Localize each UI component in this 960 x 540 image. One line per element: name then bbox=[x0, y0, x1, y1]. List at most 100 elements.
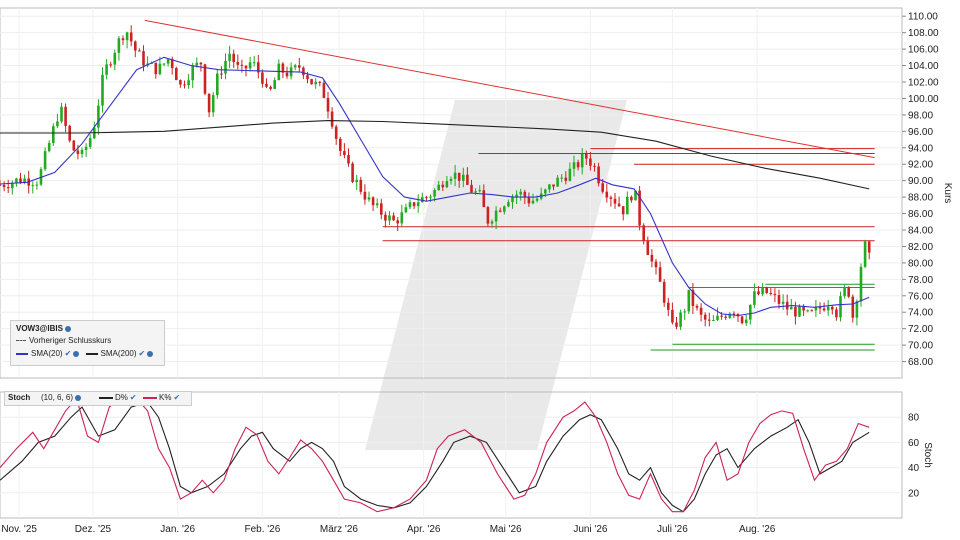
candle-body bbox=[56, 121, 59, 127]
candle-body bbox=[765, 287, 768, 293]
candle-body bbox=[47, 143, 51, 152]
candle-body bbox=[162, 63, 166, 65]
stoch-k-label: K% bbox=[159, 393, 172, 402]
candle-body bbox=[76, 150, 80, 155]
candle-body bbox=[97, 105, 100, 128]
candle-body bbox=[64, 106, 67, 126]
candle-body bbox=[0, 184, 2, 186]
candle-body bbox=[691, 289, 695, 306]
candle-body bbox=[261, 72, 264, 84]
legend-prev-close: Vorheriger Schlusskurs bbox=[16, 336, 111, 345]
y-tick-label: 70.00 bbox=[908, 341, 933, 352]
y-tick-label: 110.00 bbox=[908, 12, 938, 23]
candle-body bbox=[699, 307, 703, 315]
stoch-y-axis-label: Stoch bbox=[922, 442, 933, 468]
candle-body bbox=[175, 68, 178, 81]
candle-body bbox=[814, 306, 818, 311]
candle-body bbox=[273, 80, 276, 89]
info-icon[interactable] bbox=[75, 394, 82, 401]
check-icon[interactable]: ✔ bbox=[64, 349, 72, 358]
candle-body bbox=[351, 163, 354, 183]
y-tick-label: 76.00 bbox=[908, 291, 933, 302]
candle-body bbox=[416, 202, 420, 207]
candle-body bbox=[232, 53, 235, 63]
candle-body bbox=[572, 162, 576, 169]
candle-body bbox=[777, 295, 781, 304]
candle-body bbox=[687, 289, 691, 312]
check-icon[interactable]: ✔ bbox=[129, 393, 137, 402]
candle-body bbox=[503, 206, 506, 212]
x-tick-label: Juni '26 bbox=[573, 524, 608, 535]
trend-line bbox=[144, 19, 875, 159]
candle-body bbox=[708, 319, 711, 321]
candle-body bbox=[826, 306, 830, 311]
candle-body bbox=[560, 177, 563, 179]
candle-body bbox=[867, 241, 871, 253]
candle-body bbox=[802, 306, 805, 311]
candle-body bbox=[740, 316, 744, 324]
candle-body bbox=[859, 266, 863, 302]
candle-body bbox=[498, 210, 502, 212]
candle-body bbox=[224, 60, 227, 74]
y-tick-label: 96.00 bbox=[908, 127, 933, 138]
candle-body bbox=[552, 184, 555, 187]
y-tick-label: 98.00 bbox=[908, 110, 933, 121]
candle-body bbox=[831, 306, 834, 310]
candle-body bbox=[339, 138, 342, 151]
candle-body bbox=[302, 67, 305, 76]
candle-body bbox=[519, 191, 522, 195]
y-tick-label: 100.00 bbox=[908, 94, 939, 105]
candle-body bbox=[388, 215, 391, 221]
candle-body bbox=[810, 310, 814, 312]
candle-body bbox=[269, 86, 272, 89]
candle-body bbox=[671, 309, 674, 323]
candle-body bbox=[667, 302, 670, 310]
candle-body bbox=[630, 196, 633, 201]
candle-body bbox=[109, 64, 112, 66]
candle-body bbox=[252, 62, 256, 64]
candle-body bbox=[330, 111, 334, 127]
check-icon[interactable]: ✔ bbox=[138, 349, 146, 358]
candle-body bbox=[798, 306, 801, 317]
y-tick-label: 92.00 bbox=[908, 160, 933, 171]
candle-body bbox=[408, 202, 412, 208]
candle-body bbox=[494, 210, 498, 222]
candle-body bbox=[211, 95, 215, 113]
candle-body bbox=[757, 291, 760, 295]
candle-body bbox=[617, 203, 621, 207]
stoch-legend: Stoch (10, 6, 6) D% ✔ K% ✔ bbox=[4, 391, 192, 406]
candle-body bbox=[281, 63, 285, 73]
candle-body bbox=[306, 75, 309, 80]
candle-body bbox=[790, 306, 793, 310]
candle-body bbox=[535, 198, 539, 201]
info-icon[interactable] bbox=[73, 350, 80, 357]
candle-body bbox=[199, 62, 203, 65]
candle-body bbox=[818, 306, 822, 309]
candle-body bbox=[728, 313, 732, 318]
candle-body bbox=[658, 267, 662, 282]
candle-body bbox=[556, 177, 559, 187]
legend-sma: SMA(20) ✔ SMA(200) ✔ bbox=[16, 349, 154, 358]
candle-body bbox=[240, 64, 244, 66]
candle-body bbox=[638, 190, 641, 226]
candle-body bbox=[453, 172, 457, 179]
stoch-y-tick-label: 80 bbox=[908, 413, 920, 424]
candle-body bbox=[597, 166, 600, 184]
candle-body bbox=[257, 62, 260, 73]
info-icon[interactable] bbox=[64, 325, 71, 332]
candle-body bbox=[523, 191, 527, 198]
main-plot-frame bbox=[0, 7, 903, 379]
candle-body bbox=[404, 207, 408, 213]
candle-body bbox=[527, 197, 531, 204]
info-icon[interactable] bbox=[147, 350, 154, 357]
legend-prev-close-label: Vorheriger Schlusskurs bbox=[29, 336, 112, 345]
y-tick-label: 102.00 bbox=[908, 78, 939, 89]
check-icon[interactable]: ✔ bbox=[173, 393, 181, 402]
candle-body bbox=[216, 73, 219, 96]
candle-body bbox=[154, 62, 158, 75]
candle-body bbox=[52, 126, 55, 144]
candle-body bbox=[125, 32, 129, 41]
candle-body bbox=[720, 315, 723, 317]
candle-body bbox=[207, 93, 211, 113]
